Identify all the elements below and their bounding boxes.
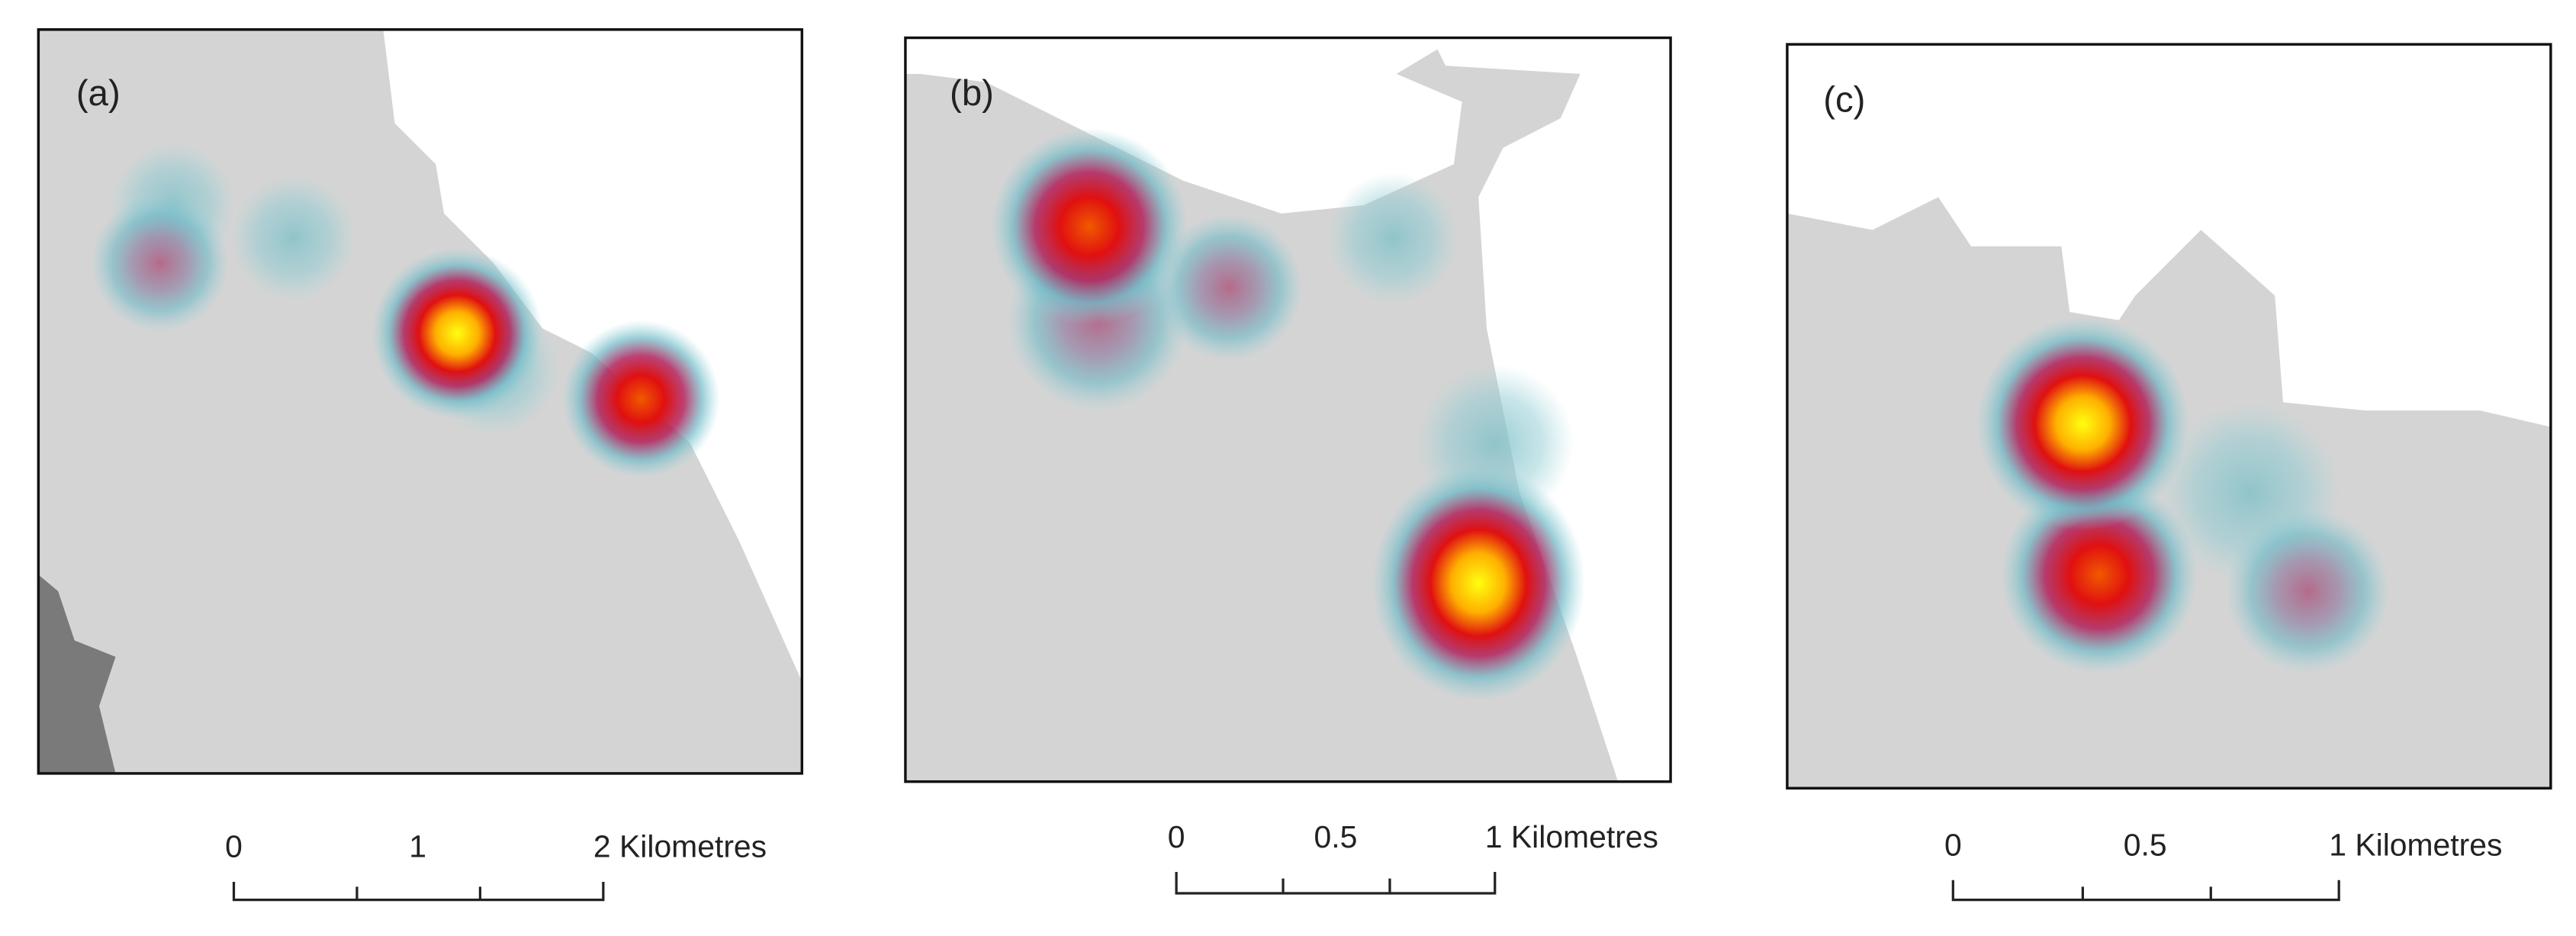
scale-bar: 0 1 2 Kilometres bbox=[225, 829, 767, 902]
scale-bar: 0 0.5 1 Kilometres bbox=[1168, 819, 1658, 895]
panel-label: (a) bbox=[76, 73, 121, 114]
scale-label: 1 Kilometres bbox=[2329, 828, 2502, 863]
scale-label: 0.5 bbox=[2124, 828, 2167, 863]
scale-label: 0 bbox=[1168, 819, 1185, 854]
map-panel bbox=[38, 29, 802, 774]
scale-label: 0.5 bbox=[1314, 819, 1358, 854]
scale-label: 1 Kilometres bbox=[1485, 819, 1658, 854]
scale-label: 0 bbox=[1944, 828, 1962, 863]
panel-label: (c) bbox=[1823, 79, 1865, 120]
scale-label: 2 Kilometres bbox=[593, 829, 767, 864]
map-panel bbox=[905, 37, 1671, 782]
panel-label: (b) bbox=[950, 73, 994, 114]
map-panel bbox=[1786, 44, 2551, 789]
scale-label: 1 bbox=[409, 829, 426, 864]
scale-bar: 0 0.5 1 Kilometres bbox=[1944, 828, 2502, 902]
scale-label: 0 bbox=[225, 829, 243, 864]
